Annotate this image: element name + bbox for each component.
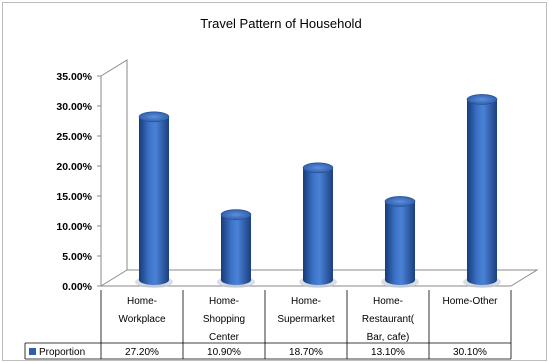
data-label: 18.70% xyxy=(289,347,323,358)
data-label: 27.20% xyxy=(125,347,159,358)
legend-label: Proportion xyxy=(39,347,85,358)
category-label: Bar, cafe) xyxy=(367,332,410,343)
chart-title: Travel Pattern of Household xyxy=(200,16,361,31)
y-tick-label: 35.00% xyxy=(56,71,92,83)
data-label: 10.90% xyxy=(207,347,241,358)
bar-top xyxy=(384,196,416,207)
bar-top xyxy=(302,162,334,174)
y-tick-label: 5.00% xyxy=(62,251,92,263)
bar xyxy=(303,167,333,285)
bar-top xyxy=(466,94,498,105)
back-wall-edge xyxy=(100,59,128,270)
y-tick-label: 15.00% xyxy=(56,191,92,203)
plot-area: 0.00% 5.00% 10.00% 15.00% 20.00% 25.00% 30.00%… xyxy=(24,59,539,360)
category-label: Home- xyxy=(127,296,157,307)
category-label: Workplace xyxy=(118,314,165,325)
bar xyxy=(385,201,415,285)
bar-top xyxy=(138,111,170,123)
floor-back-edge xyxy=(127,269,539,287)
y-tick-label: 30.00% xyxy=(56,101,92,113)
category-label: Supermarket xyxy=(277,314,334,325)
category-label: Home- xyxy=(291,296,321,307)
category-label: Home-Other xyxy=(442,296,498,307)
y-tick-label: 0.00% xyxy=(62,281,92,293)
floor-left-edge xyxy=(100,269,128,287)
legend-key xyxy=(29,348,36,355)
y-tick-label: 10.00% xyxy=(56,221,92,233)
y-tick-label: 25.00% xyxy=(56,131,92,143)
data-label: 30.10% xyxy=(453,347,487,358)
bar xyxy=(221,214,251,285)
category-label: Home- xyxy=(209,296,239,307)
y-tick-label: 20.00% xyxy=(56,161,92,173)
bar-chart: Travel Pattern of Household 0.00% 5.00% 10… xyxy=(24,16,539,360)
data-label: 13.10% xyxy=(371,347,405,358)
category-label: Shopping xyxy=(203,314,245,325)
category-label: Center xyxy=(209,332,240,343)
category-label: Restaurant( xyxy=(362,314,415,325)
category-label: Home- xyxy=(373,296,403,307)
bar xyxy=(467,99,497,286)
bar xyxy=(139,116,169,285)
bar-top xyxy=(220,209,252,220)
